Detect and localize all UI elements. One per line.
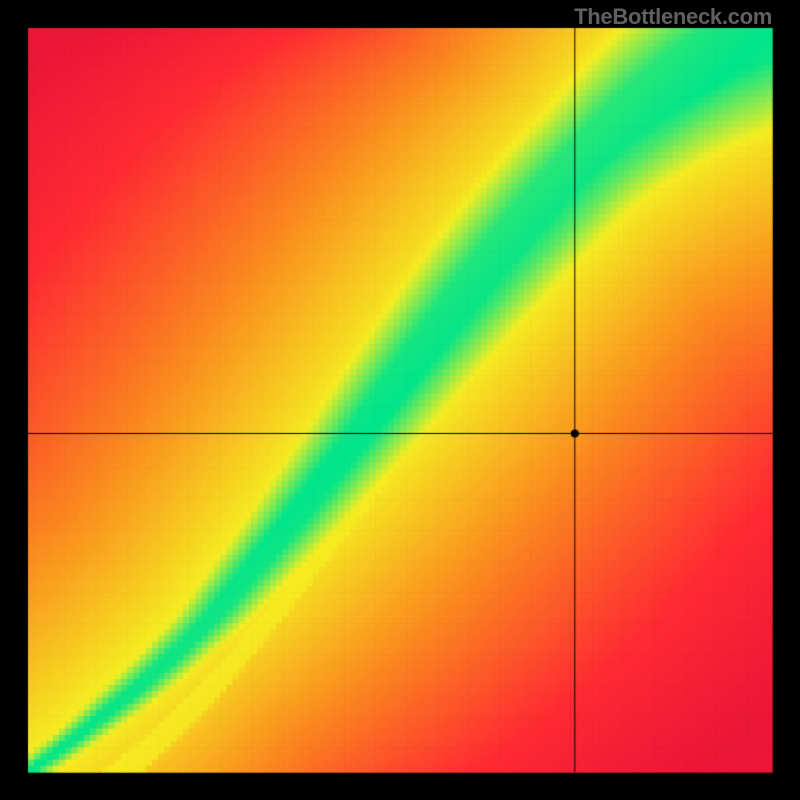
chart-container: TheBottleneck.com — [0, 0, 800, 800]
bottleneck-heatmap — [0, 0, 800, 800]
watermark-text: TheBottleneck.com — [574, 4, 772, 30]
